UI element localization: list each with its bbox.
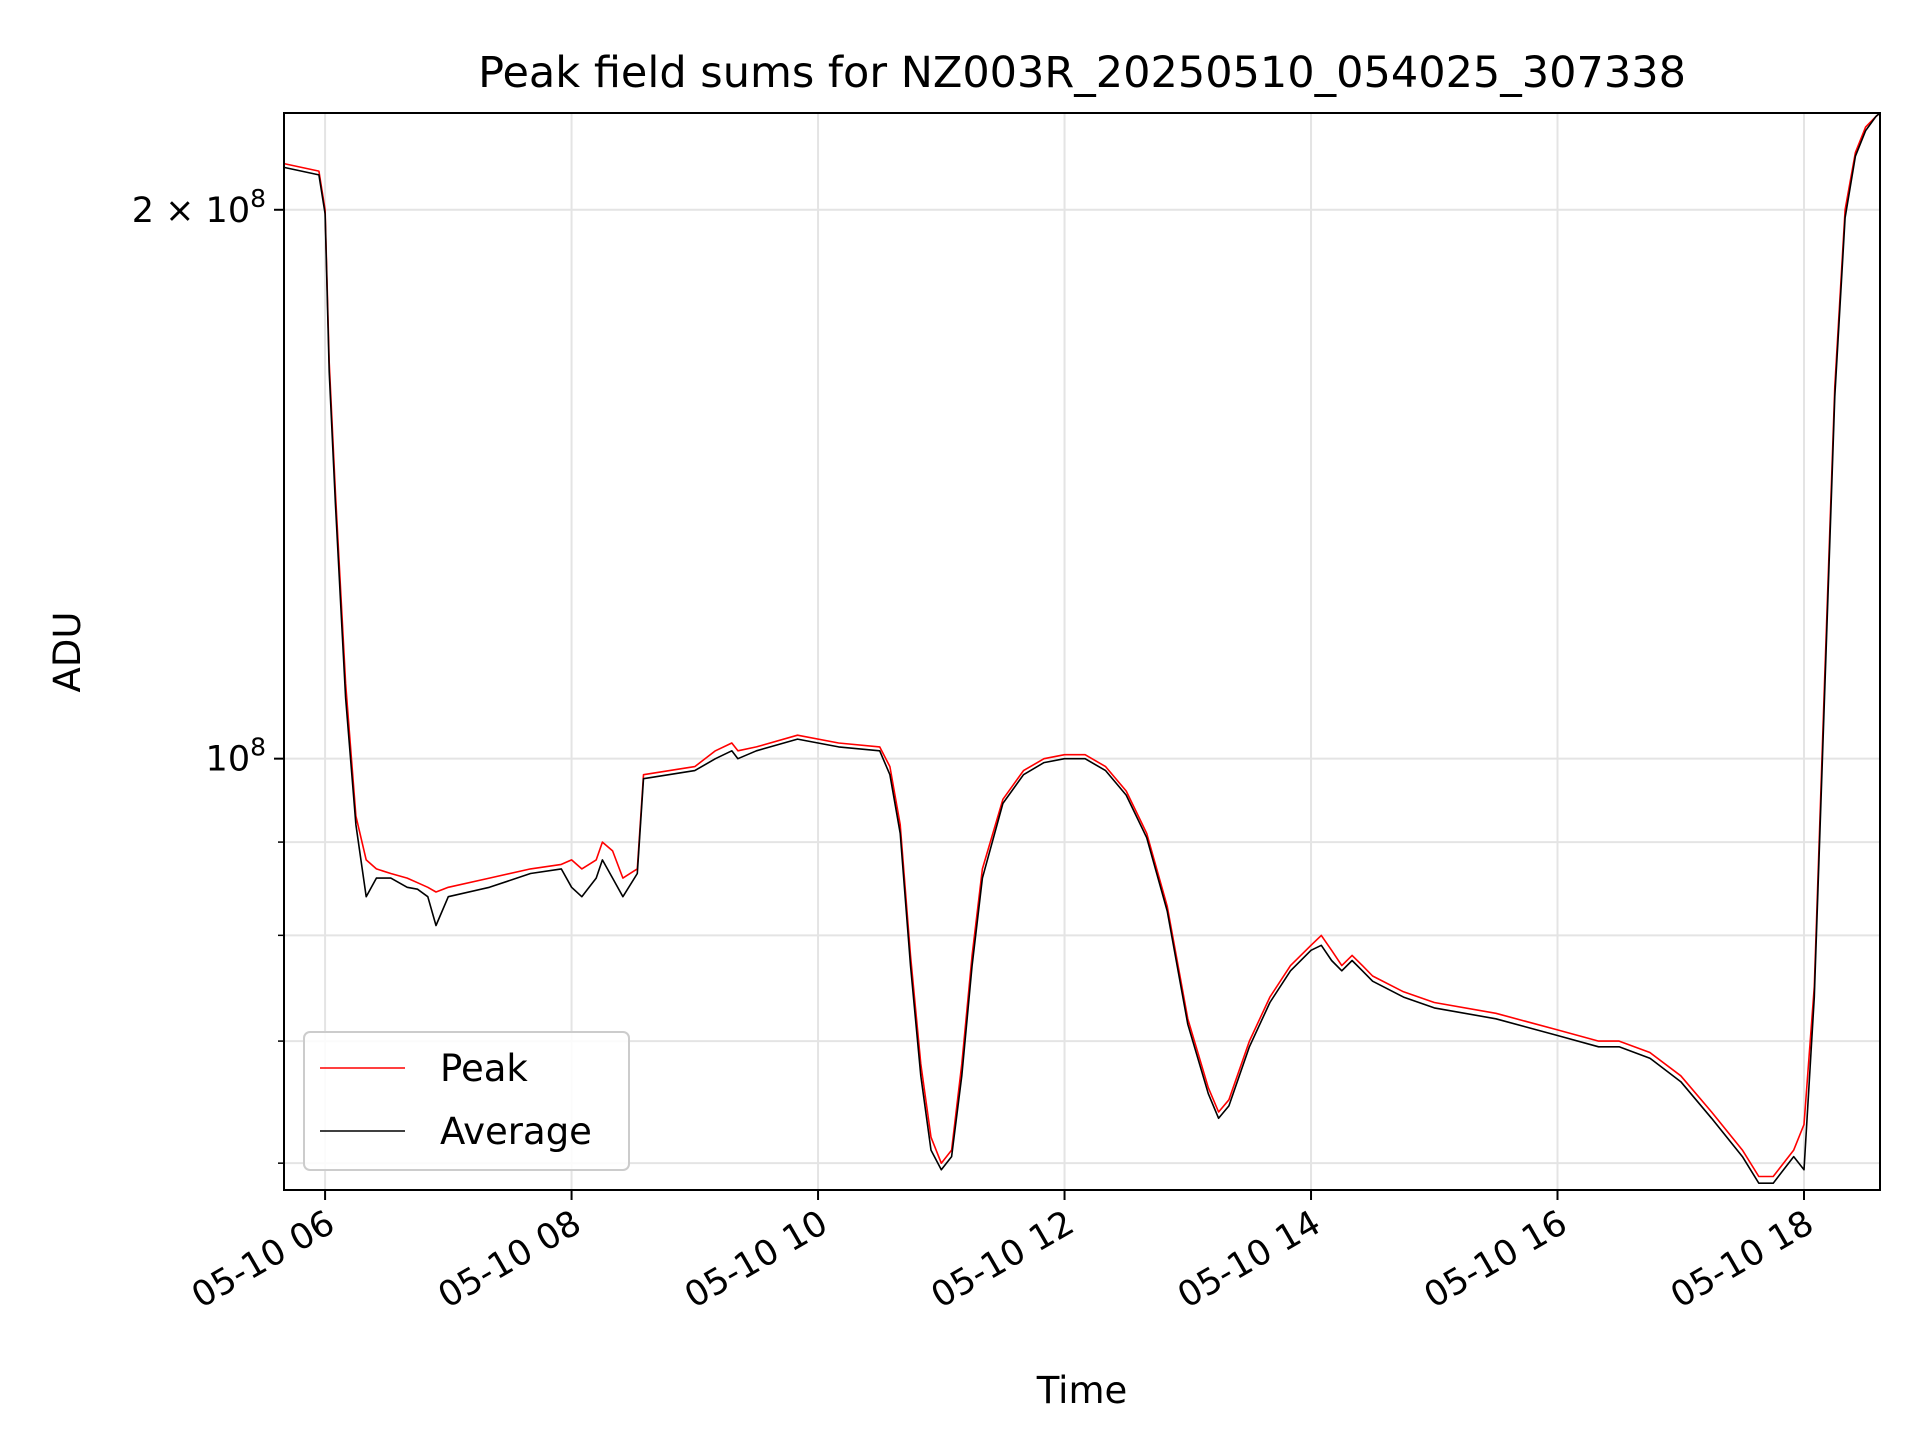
series-layer — [283, 112, 1881, 1184]
y-tick-exponent: 8 — [250, 733, 266, 762]
legend-label-peak: Peak — [440, 1047, 528, 1090]
legend-label-average: Average — [440, 1110, 592, 1153]
legend-box — [303, 1031, 630, 1171]
y-tick-base: 10 — [206, 740, 251, 780]
legend: Peak Average — [303, 1031, 630, 1171]
plot-frame — [283, 112, 1881, 1191]
y-tick-label: 2 × 108 — [132, 184, 266, 231]
series-line-average — [283, 112, 1881, 1184]
y-tick-label: 108 — [206, 733, 266, 780]
x-axis-label: Time — [1036, 1369, 1128, 1412]
y-axis-label: ADU — [46, 612, 89, 693]
series-line-peak — [283, 112, 1881, 1178]
chart-title: Peak field sums for NZ003R_20250510_0540… — [478, 48, 1686, 98]
y-tick-exponent: 8 — [250, 184, 266, 213]
y-tick-base: 2 × 10 — [132, 191, 250, 231]
